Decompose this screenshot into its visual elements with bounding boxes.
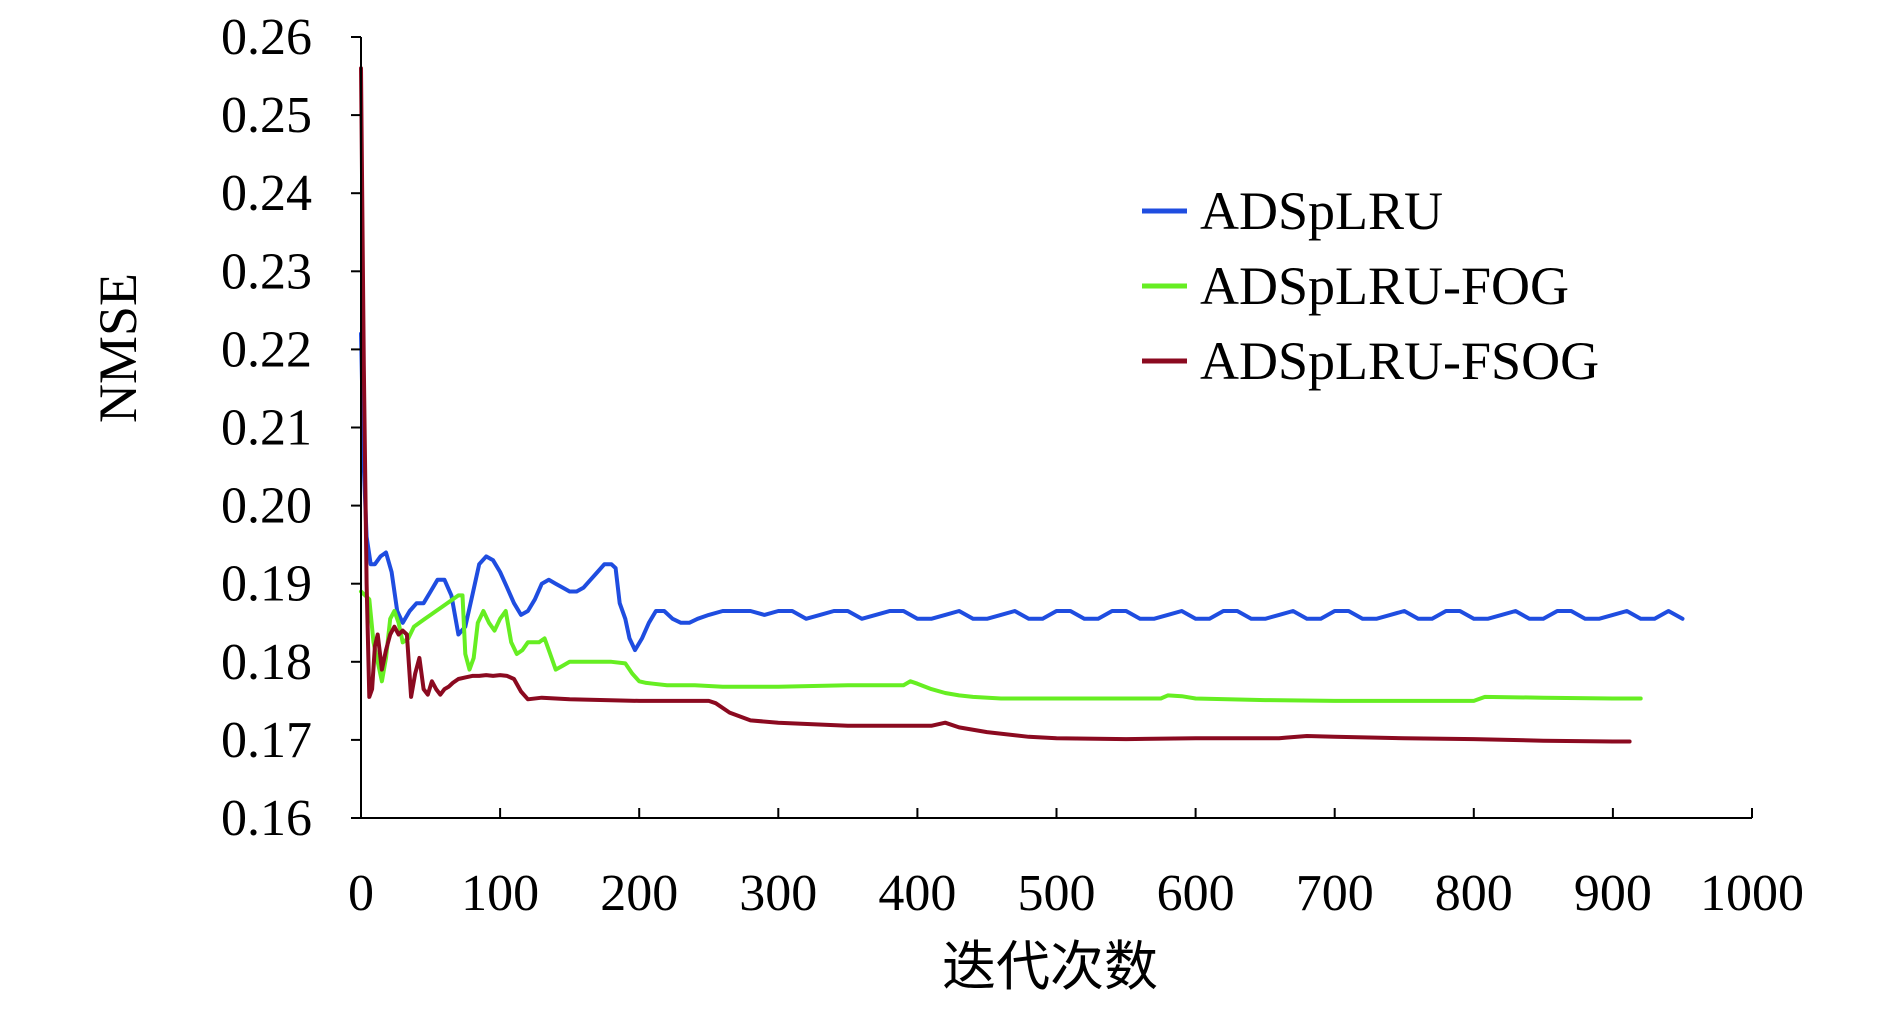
legend: ADSpLRU ADSpLRU-FOG ADSpLRU-FSOG: [1142, 181, 1599, 391]
x-tick-label: 600: [1157, 865, 1235, 922]
x-tick-label: 400: [878, 865, 956, 922]
x-tick-label: 1000: [1700, 865, 1804, 922]
x-tick-label: 800: [1435, 865, 1513, 922]
x-tick-label: 100: [461, 865, 539, 922]
series-line-1: [359, 331, 1685, 653]
x-tick-label: 500: [1018, 865, 1096, 922]
y-tick-label: 0.24: [221, 165, 312, 222]
y-tick-label: 0.23: [221, 243, 312, 300]
y-tick-label: 0.26: [221, 9, 312, 66]
series-line-3: [359, 66, 1632, 744]
plot-lines: [359, 66, 1685, 744]
y-tick-label: 0.18: [221, 634, 312, 691]
x-tick-label: 200: [600, 865, 678, 922]
y-axis-title: NMSE: [88, 273, 148, 423]
x-tick-label: 700: [1296, 865, 1374, 922]
y-tick-label: 0.16: [221, 790, 312, 847]
legend-label-1: ADSpLRU: [1200, 181, 1443, 241]
y-ticks: 0.16 0.17 0.18 0.19 0.20 0.21 0.22 0.23 0.24 0.25…: [221, 9, 361, 847]
y-tick-label: 0.19: [221, 556, 312, 613]
x-tick-label: 0: [348, 865, 374, 922]
series-line-2: [359, 589, 1643, 703]
y-tick-label: 0.22: [221, 321, 312, 378]
legend-label-2: ADSpLRU-FOG: [1200, 256, 1569, 316]
y-tick-label: 0.17: [221, 712, 312, 769]
y-tick-label: 0.21: [221, 400, 312, 457]
x-tick-label: 300: [739, 865, 817, 922]
y-tick-label: 0.25: [221, 87, 312, 144]
legend-label-3: ADSpLRU-FSOG: [1200, 331, 1599, 391]
x-axis-title: 迭代次数: [942, 937, 1158, 997]
y-tick-label: 0.20: [221, 478, 312, 535]
x-tick-label: 900: [1574, 865, 1652, 922]
x-ticks: 0 100 200 300 400 500 600 700 800 900 1000: [348, 808, 1804, 922]
